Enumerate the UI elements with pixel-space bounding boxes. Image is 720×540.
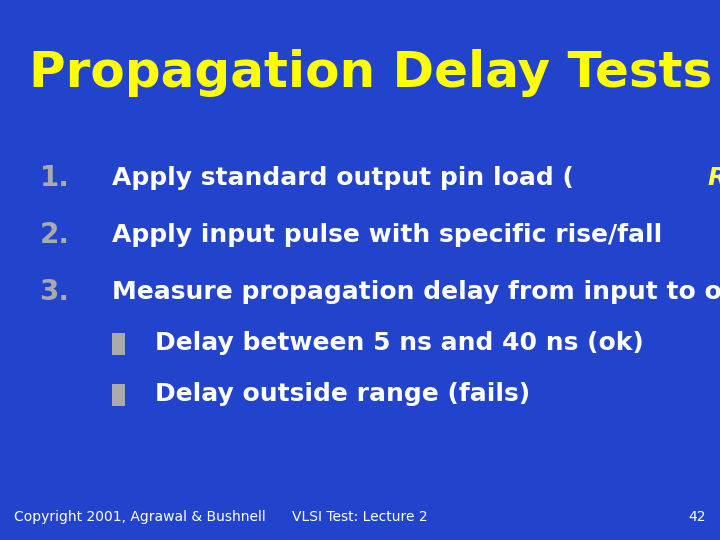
Text: VLSI Test: Lecture 2: VLSI Test: Lecture 2 (292, 510, 428, 524)
Text: 3.: 3. (40, 278, 70, 306)
FancyBboxPatch shape (112, 384, 125, 406)
Text: Delay outside range (fails): Delay outside range (fails) (155, 382, 530, 406)
Text: Delay between 5 ns and 40 ns (ok): Delay between 5 ns and 40 ns (ok) (155, 331, 644, 355)
FancyBboxPatch shape (112, 333, 125, 355)
Text: Apply standard output pin load (: Apply standard output pin load ( (112, 166, 573, 190)
Text: Propagation Delay Tests: Propagation Delay Tests (29, 49, 712, 97)
Text: 42: 42 (688, 510, 706, 524)
Text: Measure propagation delay from input to output: Measure propagation delay from input to … (112, 280, 720, 303)
Text: Apply input pulse with specific rise/fall: Apply input pulse with specific rise/fal… (112, 223, 662, 247)
Text: Copyright 2001, Agrawal & Bushnell: Copyright 2001, Agrawal & Bushnell (14, 510, 266, 524)
Text: 2.: 2. (40, 221, 70, 249)
Text: 1.: 1. (40, 164, 69, 192)
Text: RC: RC (708, 166, 720, 190)
